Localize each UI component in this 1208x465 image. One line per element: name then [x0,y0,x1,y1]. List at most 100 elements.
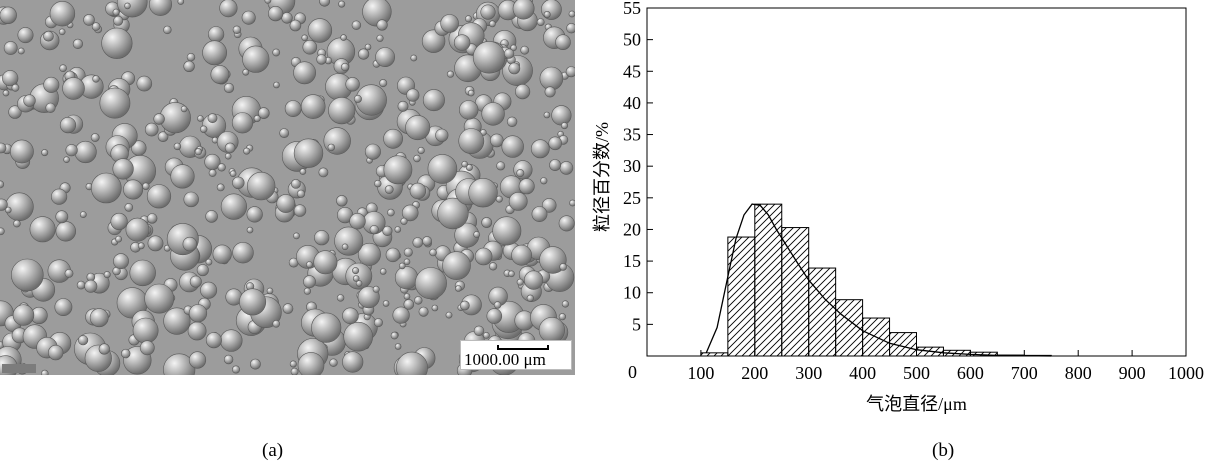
bubble [49,1,76,27]
bubble [482,331,490,339]
y-tick-label: 55 [623,0,641,18]
bubble [506,116,518,128]
bubble [43,30,54,42]
x-tick-label: 500 [903,363,930,383]
bubble [300,94,326,119]
bubble [123,179,144,200]
x-tick-label: 100 [687,363,714,383]
bubble [200,281,218,299]
bubble [232,25,242,34]
bubble [142,182,150,190]
bubble [90,133,100,142]
bubble [77,335,89,346]
bubble [8,105,22,119]
bubble [412,237,424,248]
bubble [0,180,5,189]
bubble [281,12,293,24]
bubble [541,0,562,20]
bubble [352,275,360,282]
bubble [99,87,131,119]
y-tick-label: 25 [623,188,641,208]
bubble [474,247,493,266]
bubble [473,325,485,336]
bubble [488,20,496,28]
bubble [124,2,131,10]
bubble [302,39,318,55]
x-tick-label: 0 [628,362,637,382]
bubble [390,331,399,340]
bubble [569,199,575,207]
x-axis-label: 气泡直径/μm [866,394,967,414]
bubble [374,179,382,188]
bubble [163,25,172,35]
bubble [481,217,493,228]
bubble [189,275,202,288]
bubble [319,0,330,7]
bubble [568,10,575,18]
bubble [384,185,394,194]
bubble [376,34,384,42]
histogram-bars [700,203,1052,357]
y-axis-label: 粒径百分数/% [592,122,612,232]
bubble [560,122,568,130]
bubble [329,358,338,367]
x-tick-label: 300 [795,363,822,383]
bubble [548,136,563,151]
bubble [65,144,78,157]
bubble [459,300,470,311]
bubble [89,308,109,328]
bubble [197,115,204,122]
bubble [473,231,481,238]
bubble [205,332,222,349]
bubble [205,210,218,223]
bubble [208,26,225,43]
bubble [342,351,364,373]
bubble [323,127,351,155]
bubble [170,164,195,189]
bubble [144,283,175,314]
bubble [58,28,66,36]
bubble [220,329,243,352]
bubble [355,280,363,287]
bubble [508,191,528,211]
bubble [131,140,147,156]
x-tick-label: 900 [1119,363,1146,383]
fit-curve-line [705,203,1052,357]
foam-bubble-picture [0,0,575,375]
bubble [10,258,44,292]
x-tick-label: 1000 [1168,363,1204,383]
bubble [290,178,301,189]
bubble [50,188,68,205]
bubble [382,300,390,307]
bubble [183,191,199,208]
bubble [23,94,36,107]
bubble [113,253,129,270]
bubble [372,285,380,293]
bubble [163,307,191,335]
bubble [526,294,534,302]
bubble [17,47,25,55]
bubble [536,18,545,26]
bubble [559,161,574,175]
bubble [3,41,18,55]
bubble [205,258,213,266]
bubble [427,154,458,184]
bubble [266,287,274,295]
bubble [139,340,155,356]
bubble [531,206,548,222]
bubble [455,285,462,292]
bubble [555,34,571,51]
bubble [422,89,445,112]
bubble [0,227,5,236]
histogram-bar [781,227,810,357]
bubble [59,64,67,72]
bubble [516,169,525,178]
bubble [17,27,34,44]
bubble [559,263,567,271]
y-tick-label: 10 [623,283,641,303]
bubble [208,169,217,177]
bubble [334,226,364,256]
bubble [565,66,575,78]
bubble [417,146,425,155]
bubble [91,22,101,31]
